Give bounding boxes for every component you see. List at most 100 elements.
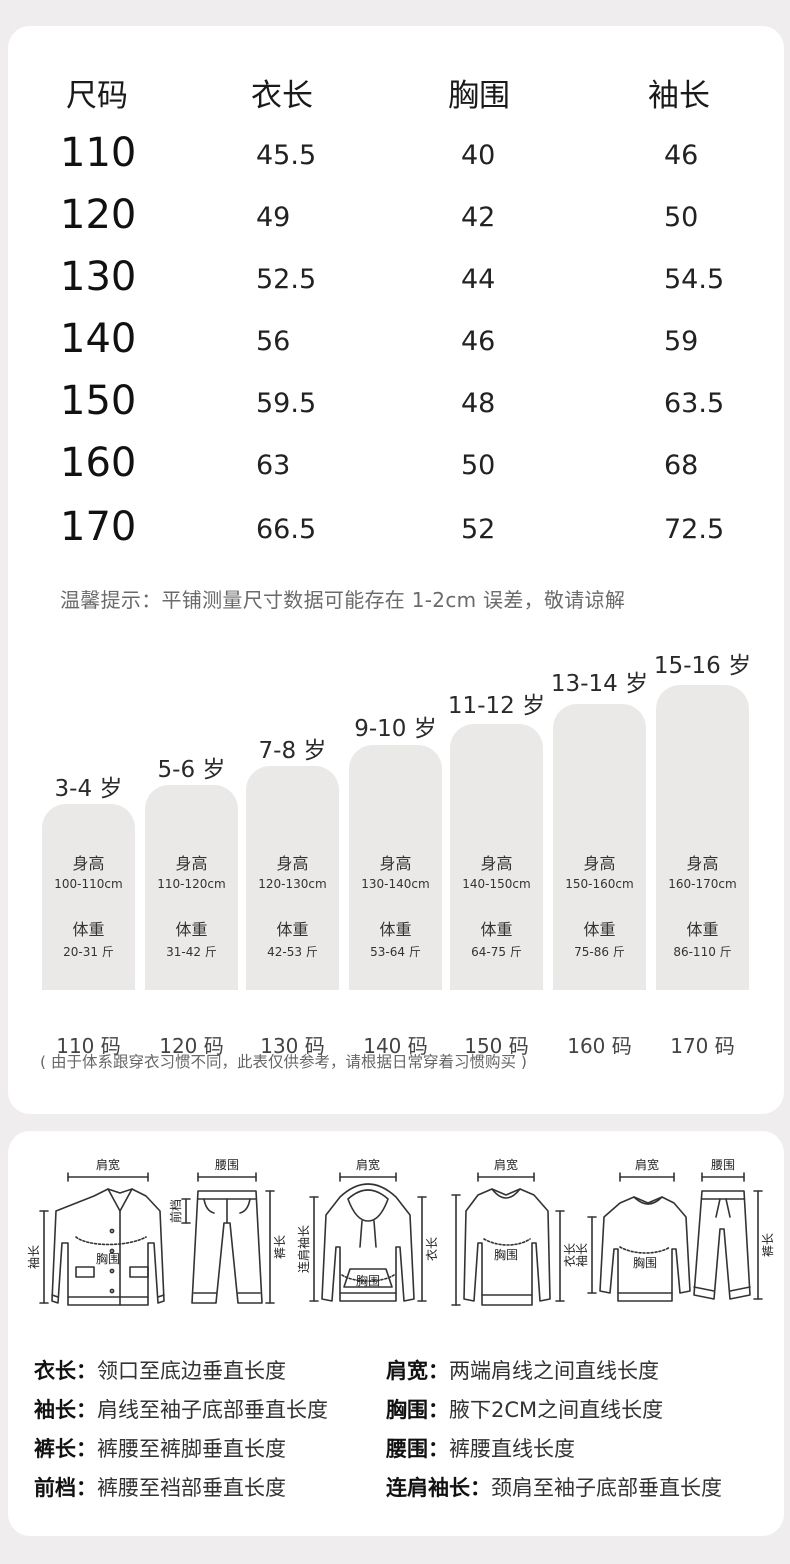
chest-value: 44 — [461, 264, 496, 295]
size-code: 110 码 — [56, 1034, 121, 1058]
sweater-icon — [463, 1188, 551, 1306]
age-bar — [246, 766, 339, 990]
shoulder-label: 肩宽 — [356, 1157, 380, 1172]
header-chest: 胸围 — [448, 78, 510, 114]
height-title: 身高 — [480, 854, 513, 873]
age-label: 9-10 岁 — [354, 716, 437, 742]
measurement-tip: 温馨提示：平铺测量尺寸数据可能存在 1-2cm 误差，敬请谅解 — [60, 588, 626, 612]
age-bar — [349, 745, 442, 990]
size-code: 120 码 — [159, 1034, 224, 1058]
height-range: 160-170cm — [668, 877, 737, 891]
definition-item: 前档：裤腰至裆部垂直长度 — [34, 1476, 286, 1500]
size-value: 170 — [60, 504, 137, 550]
height-range: 100-110cm — [54, 877, 123, 891]
pants-length-label: 裤长 — [761, 1233, 775, 1257]
garment-diagrams: 肩宽 腰围 肩宽 肩宽 肩宽 腰围 胸围 胸围 胸围 胸围 袖长 前档 裤长 连… — [26, 1157, 775, 1306]
size-code: 170 码 — [670, 1034, 735, 1058]
sleeve-value: 63.5 — [664, 388, 725, 419]
header-sleeve: 袖长 — [648, 78, 710, 114]
height-title: 身高 — [72, 854, 105, 873]
sleeve-value: 54.5 — [664, 264, 725, 295]
definition-item: 腰围：裤腰直线长度 — [386, 1437, 575, 1461]
age-label: 13-14 岁 — [550, 671, 649, 697]
definition-item: 肩宽：两端肩线之间直线长度 — [386, 1359, 659, 1383]
definition-item: 衣长：领口至底边垂直长度 — [34, 1359, 286, 1383]
table-row: 130 52.5 44 54.5 — [8, 252, 784, 314]
length-label: 衣长 — [562, 1243, 577, 1267]
age-bar — [450, 724, 543, 990]
sleeve-label: 袖长 — [574, 1243, 589, 1267]
definition-item: 胸围：腋下2CM之间直线长度 — [386, 1398, 664, 1422]
size-value: 110 — [60, 130, 137, 176]
height-title: 身高 — [175, 854, 208, 873]
length-value: 56 — [256, 326, 291, 357]
size-chart-card: 尺码 衣长 胸围 袖长 110 45.5 40 46 120 49 42 50 … — [8, 26, 784, 1114]
size-code: 130 码 — [260, 1034, 325, 1058]
age-label: 3-4 岁 — [54, 776, 123, 802]
chest-value: 50 — [461, 450, 496, 481]
pants-icon — [191, 1190, 263, 1304]
weight-title: 体重 — [72, 920, 105, 939]
chest-label: 胸围 — [356, 1273, 380, 1288]
weight-range: 20-31 斤 — [63, 945, 114, 959]
age-bar — [42, 804, 135, 990]
table-row: 170 66.5 52 72.5 — [8, 502, 784, 564]
waist-label: 腰围 — [215, 1158, 239, 1172]
size-value: 140 — [60, 316, 137, 362]
height-title: 身高 — [583, 854, 616, 873]
shoulder-label: 肩宽 — [96, 1157, 120, 1172]
shoulder-label: 肩宽 — [494, 1157, 518, 1172]
height-range: 130-140cm — [361, 877, 430, 891]
pants-length-label: 裤长 — [273, 1235, 287, 1259]
sleeve-value: 68 — [664, 450, 699, 481]
waist-label: 腰围 — [711, 1158, 735, 1172]
definition-desc: 裤腰直线长度 — [449, 1437, 575, 1461]
reference-note: ( 由于体系跟穿衣习惯不同，此表仅供参考，请根据日常穿着习惯购买 ) — [40, 1053, 527, 1071]
definition-term: 袖长 — [34, 1398, 76, 1422]
chest-value: 40 — [461, 140, 496, 171]
chest-label: 胸围 — [96, 1251, 120, 1266]
chest-value: 46 — [461, 326, 496, 357]
length-value: 52.5 — [256, 264, 317, 295]
weight-range: 86-110 斤 — [673, 945, 732, 959]
size-value: 160 — [60, 440, 137, 486]
length-value: 66.5 — [256, 514, 317, 545]
age-label: 15-16 岁 — [653, 653, 752, 679]
length-label: 衣长 — [424, 1237, 439, 1261]
definition-desc: 裤腰至裆部垂直长度 — [97, 1476, 286, 1500]
height-range: 140-150cm — [462, 877, 531, 891]
header-length: 衣长 — [251, 78, 313, 114]
table-row: 140 56 46 59 — [8, 314, 784, 376]
length-value: 49 — [256, 202, 291, 233]
definition-term: 肩宽 — [386, 1359, 428, 1383]
definition-term: 裤长 — [34, 1437, 76, 1461]
joggers-icon — [693, 1190, 751, 1300]
height-title: 身高 — [276, 854, 309, 873]
chest-value: 48 — [461, 388, 496, 419]
sleeve-label: 袖长 — [26, 1245, 41, 1269]
chest-label: 胸围 — [633, 1255, 657, 1270]
weight-title: 体重 — [379, 920, 412, 939]
weight-title: 体重 — [276, 920, 309, 939]
chest-value: 42 — [461, 202, 496, 233]
height-title: 身高 — [379, 854, 412, 873]
length-value: 45.5 — [256, 140, 317, 171]
sleeve-value: 46 — [664, 140, 699, 171]
hoodie-icon — [321, 1183, 415, 1302]
age-label: 11-12 岁 — [447, 693, 546, 719]
definition-desc: 颈肩至袖子底部垂直长度 — [491, 1476, 722, 1500]
height-range: 120-130cm — [258, 877, 327, 891]
shoulder-label: 肩宽 — [635, 1157, 659, 1172]
weight-range: 75-86 斤 — [574, 945, 625, 959]
table-row: 110 45.5 40 46 — [8, 128, 784, 190]
size-code: 140 码 — [363, 1034, 428, 1058]
crewneck-icon — [599, 1196, 691, 1302]
size-code: 160 码 — [567, 1034, 632, 1058]
weight-range: 31-42 斤 — [166, 945, 217, 959]
sleeve-value: 50 — [664, 202, 699, 233]
header-size: 尺码 — [66, 78, 128, 114]
table-row: 160 63 50 68 — [8, 438, 784, 500]
size-value: 130 — [60, 254, 137, 300]
weight-title: 体重 — [480, 920, 513, 939]
raglan-sleeve-label: 连肩袖长 — [296, 1225, 311, 1273]
